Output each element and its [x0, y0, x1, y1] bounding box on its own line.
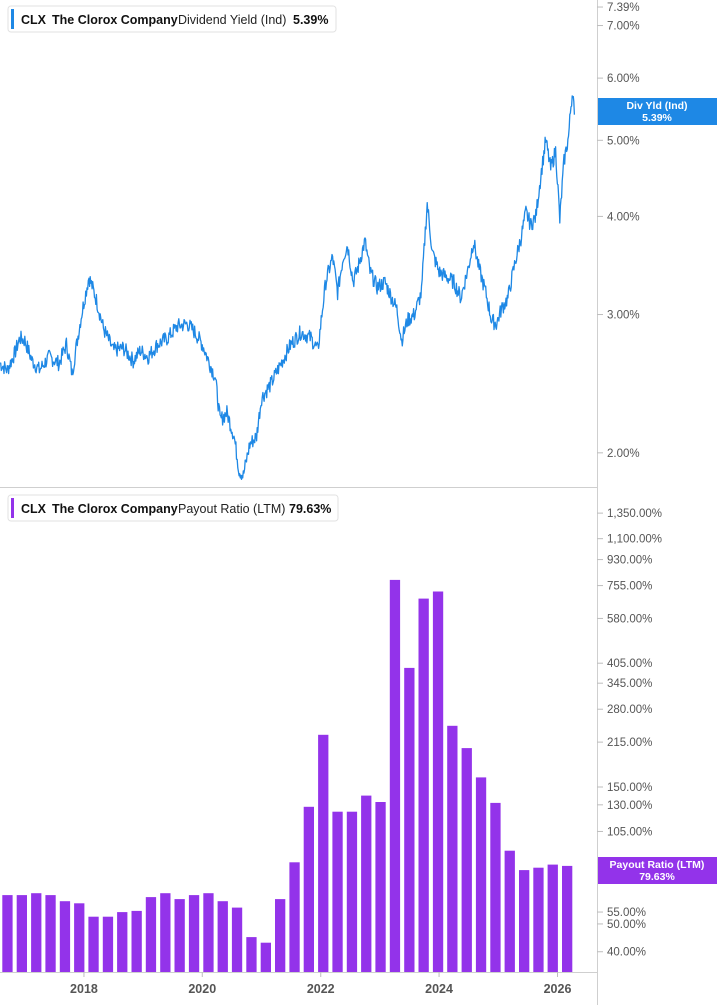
- y-tick-label: 1,350.00%: [607, 508, 662, 520]
- dividend-yield-plot: 7.39% 7.00% 6.00% 5.00% 4.00% 3.00% 2.00%: [0, 2, 640, 481]
- payout-ratio-bar: [88, 916, 99, 972]
- payout-ratio-bar: [547, 864, 558, 972]
- payout-ratio-bar: [490, 802, 501, 972]
- y-tick-label: 50.00%: [607, 919, 646, 931]
- y-tick-label: 150.00%: [607, 782, 652, 794]
- x-axis: 2018 2020 2022 2024 2026: [70, 972, 571, 996]
- series-color-swatch: [11, 498, 14, 518]
- payout-ratio-value-badge: Payout Ratio (LTM) 79.63%: [598, 857, 717, 884]
- y-tick-label: 280.00%: [607, 704, 652, 716]
- y-tick-label: 6.00%: [607, 73, 640, 85]
- payout-ratio-bar: [418, 598, 429, 972]
- metric-name: Dividend Yield (Ind): [178, 13, 286, 27]
- payout-ratio-bar: [275, 899, 286, 972]
- payout-ratio-bar: [203, 893, 214, 972]
- dividend-yield-line: [0, 95, 576, 481]
- payout-ratio-bar: [289, 862, 300, 972]
- payout-ratio-bar: [303, 806, 314, 972]
- x-tick-label: 2024: [425, 982, 453, 996]
- payout-ratio-bar: [461, 748, 472, 972]
- payout-ratio-y-axis: 1,350.00% 1,100.00% 930.00% 755.00% 580.00% 4…: [597, 508, 662, 959]
- badge-value: 5.39%: [642, 112, 672, 124]
- y-tick-label: 130.00%: [607, 800, 652, 812]
- payout-ratio-legend[interactable]: CLX The Clorox Company Payout Ratio (LTM…: [7, 494, 339, 522]
- payout-ratio-bar: [533, 867, 544, 972]
- y-tick-label: 55.00%: [607, 907, 646, 919]
- dividend-yield-y-axis: 7.39% 7.00% 6.00% 5.00% 4.00% 3.00% 2.00%: [597, 2, 640, 460]
- payout-ratio-bar: [260, 942, 271, 972]
- y-tick-label: 215.00%: [607, 737, 652, 749]
- dividend-yield-legend[interactable]: CLX The Clorox Company Dividend Yield (I…: [7, 5, 337, 33]
- payout-ratio-bar: [432, 591, 444, 972]
- company-name: The Clorox Company: [52, 13, 178, 27]
- payout-ratio-bar: [318, 734, 329, 972]
- payout-ratio-bar: [404, 667, 415, 972]
- payout-ratio-bar: [102, 916, 114, 972]
- metric-value: 5.39%: [293, 13, 328, 27]
- metric-name: Payout Ratio (LTM): [178, 502, 285, 516]
- badge-label: Payout Ratio (LTM): [610, 859, 705, 871]
- payout-ratio-bar: [375, 802, 386, 972]
- y-tick-label: 1,100.00%: [607, 534, 662, 546]
- payout-ratio-plot: 1,350.00% 1,100.00% 930.00% 755.00% 580.00% 4…: [2, 508, 662, 972]
- payout-ratio-bar: [45, 895, 56, 972]
- payout-ratio-bars: [2, 579, 573, 972]
- y-tick-label: 405.00%: [607, 658, 652, 670]
- y-tick-label: 2.00%: [607, 448, 640, 460]
- y-tick-label: 5.00%: [607, 135, 640, 147]
- badge-value: 79.63%: [639, 871, 675, 883]
- y-tick-label: 4.00%: [607, 211, 640, 223]
- y-tick-label: 105.00%: [607, 826, 652, 838]
- payout-ratio-bar: [217, 901, 228, 972]
- payout-ratio-bar: [131, 910, 142, 972]
- payout-ratio-bar: [361, 795, 372, 972]
- company-name: The Clorox Company: [52, 502, 178, 516]
- x-tick-label: 2018: [70, 982, 98, 996]
- payout-ratio-bar: [16, 895, 27, 972]
- y-tick-label: 40.00%: [607, 947, 646, 959]
- payout-ratio-bar: [174, 899, 185, 972]
- payout-ratio-bar: [145, 897, 157, 972]
- metric-value: 79.63%: [289, 502, 331, 516]
- dividend-yield-value-badge: Div Yld (Ind) 5.39%: [598, 98, 717, 125]
- payout-ratio-bar: [519, 870, 530, 972]
- payout-ratio-bar: [475, 777, 487, 972]
- payout-ratio-bar: [31, 893, 42, 972]
- y-tick-label: 580.00%: [607, 613, 652, 625]
- payout-ratio-bar: [389, 579, 401, 972]
- x-tick-label: 2022: [307, 982, 335, 996]
- y-tick-label: 930.00%: [607, 555, 652, 567]
- payout-ratio-bar: [2, 895, 13, 972]
- x-tick-label: 2020: [188, 982, 216, 996]
- badge-label: Div Yld (Ind): [626, 100, 687, 112]
- payout-ratio-bar: [231, 907, 243, 972]
- payout-ratio-bar: [59, 901, 71, 972]
- payout-ratio-bar: [332, 811, 343, 972]
- payout-ratio-bar: [562, 865, 573, 972]
- payout-ratio-bar: [188, 895, 200, 972]
- y-tick-label: 345.00%: [607, 678, 652, 690]
- y-tick-label: 7.39%: [607, 2, 640, 14]
- y-tick-label: 3.00%: [607, 310, 640, 322]
- payout-ratio-bar: [117, 912, 128, 972]
- payout-ratio-bar: [447, 725, 458, 972]
- payout-ratio-bar: [346, 811, 358, 972]
- series-color-swatch: [11, 9, 14, 29]
- payout-ratio-bar: [160, 893, 171, 972]
- payout-ratio-bar: [504, 850, 515, 972]
- payout-ratio-bar: [246, 937, 257, 972]
- payout-ratio-bar: [74, 903, 85, 972]
- x-tick-label: 2026: [544, 982, 572, 996]
- y-tick-label: 755.00%: [607, 581, 652, 593]
- ticker-symbol: CLX: [21, 502, 47, 516]
- ticker-symbol: CLX: [21, 13, 47, 27]
- y-tick-label: 7.00%: [607, 21, 640, 33]
